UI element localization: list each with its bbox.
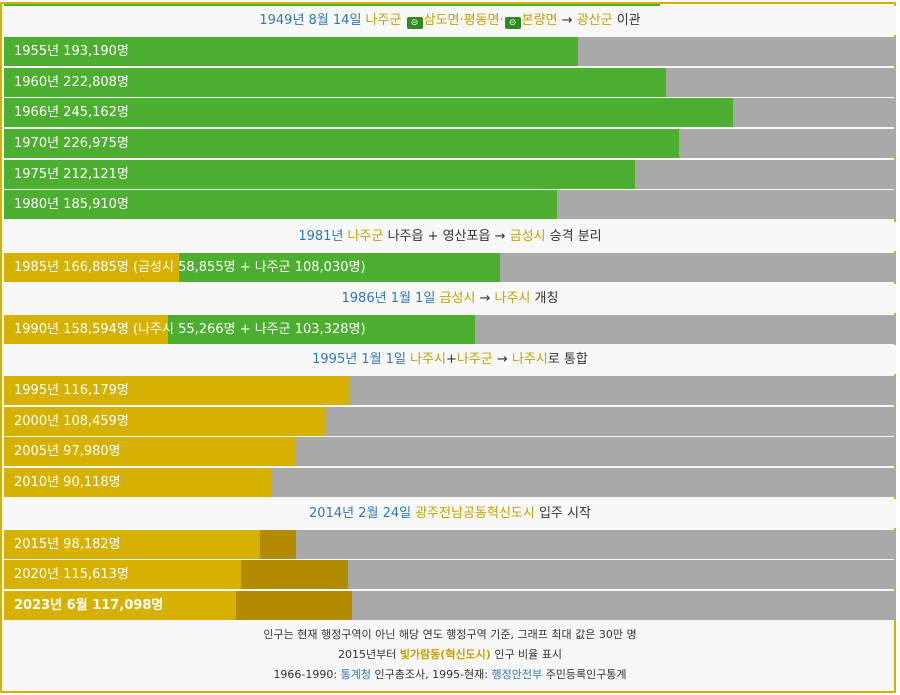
- bar-label-2005: 2005년 97,980명: [14, 444, 121, 459]
- bar-label-2023: 2023년 6월 117,098명: [14, 598, 164, 613]
- bar-row-1966: 1966년 245,162명: [4, 98, 896, 127]
- link-bitgaram-dong[interactable]: 빛가람동(혁신도시): [399, 648, 491, 661]
- link-innovation-city[interactable]: 광주전남공동혁신도시: [415, 506, 535, 521]
- plus: +: [445, 352, 457, 367]
- bar-row-2020: 2020년 115,613명: [4, 560, 896, 589]
- bar-row-2000: 2000년 108,459명: [4, 407, 896, 436]
- bar-segment-1970-1: [4, 129, 679, 158]
- bar-label-2020: 2020년 115,613명: [14, 567, 129, 582]
- link-naju-city[interactable]: 나주시: [511, 352, 548, 367]
- header-text: 로 통합: [547, 352, 588, 367]
- bar-label-1970: 1970년 226,975명: [14, 136, 129, 151]
- arrow: →: [561, 13, 573, 28]
- footer-source: 1966-1990: 통계청 인구총조사, 1995-현재: 행정안전부 주민등…: [4, 665, 896, 685]
- bar-row-1970: 1970년 226,975명: [4, 129, 896, 158]
- bar-segment-1955-1: [4, 37, 578, 66]
- bar-label-1985: 1985년 166,885명 (금성시 58,855명 + 나주군 108,03…: [14, 260, 366, 275]
- bar-label-1980: 1980년 185,910명: [14, 197, 129, 212]
- footer-note: 인구는 현재 행정구역이 아닌 해당 연도 행정구역 기준, 그래프 최대 값은…: [263, 628, 637, 641]
- link-naju-county[interactable]: 나주군: [365, 13, 402, 28]
- header-text: 입주 시작: [538, 506, 591, 521]
- bar-segment-1966-1: [4, 98, 733, 127]
- bar-segment-1960-1: [4, 68, 666, 97]
- bar-segment-1990-1: [4, 315, 168, 344]
- top-stripe: [4, 4, 660, 7]
- bar-row-1995: 1995년 116,179명: [4, 376, 896, 405]
- bar-segment-1995-1: [4, 376, 349, 405]
- bar-label-2000: 2000년 108,459명: [14, 414, 129, 429]
- bar-segment-2005-1: [4, 437, 295, 466]
- footer-note: 2015년부터 빛가람동(혁신도시) 인구 비율 표시: [4, 645, 896, 665]
- bar-segment-1975-1: [4, 160, 635, 189]
- header-text: 승격 분리: [549, 229, 602, 244]
- bar-row-2023: 2023년 6월 117,098명: [4, 591, 896, 620]
- bar-label-2015: 2015년 98,182명: [14, 537, 121, 552]
- bar-label-1960: 1960년 222,808명: [14, 75, 129, 90]
- bar-segment-1985-2: [179, 253, 500, 282]
- footer-text: 2015년부터: [337, 648, 400, 661]
- header-text: 개칭: [534, 291, 559, 306]
- header-1981: 1981년 나주군 나주읍 + 영산포읍 → 금성시 승격 분리: [4, 222, 896, 251]
- district-badge-icon: ⊝: [504, 17, 521, 29]
- bar-row-2005: 2005년 97,980명: [4, 437, 896, 466]
- arrow: →: [494, 229, 506, 244]
- bar-segment-2020-1: [4, 560, 241, 589]
- bar-row-1990: 1990년 158,594명 (나주시 55,266명 + 나주군 103,32…: [4, 315, 896, 344]
- link-date-1995[interactable]: 1995년 1월 1일: [312, 352, 406, 367]
- bar-label-1955: 1955년 193,190명: [14, 44, 129, 59]
- bar-segment-2010-1: [4, 468, 272, 497]
- bar-segment-1980-1: [4, 190, 557, 219]
- link-naju-city[interactable]: 나주시: [410, 352, 446, 367]
- bar-row-1980: 1980년 185,910명: [4, 190, 896, 219]
- bar-row-2015: 2015년 98,182명: [4, 530, 896, 559]
- link-gwangsan-county[interactable]: 광산군: [576, 13, 613, 28]
- link-geumseong-city[interactable]: 금성시: [509, 229, 546, 244]
- link-naju-county[interactable]: 나주군: [347, 229, 384, 244]
- link-date-1986[interactable]: 1986년 1월 1일: [341, 291, 436, 306]
- header-1986: 1986년 1월 1일 금성시 → 나주시 개칭: [4, 284, 896, 313]
- bar-row-1975: 1975년 212,121명: [4, 160, 896, 189]
- link-date-1949[interactable]: 1949년 8월 14일: [259, 13, 362, 28]
- link-year-1981[interactable]: 1981년: [298, 229, 344, 244]
- header-2014: 2014년 2월 24일 광주전남공동혁신도시 입주 시작: [4, 499, 896, 528]
- link-bollyang[interactable]: 본량면: [521, 13, 558, 28]
- header-text: 이관: [616, 13, 641, 28]
- footer-text: 인구 비율 표시: [490, 648, 563, 661]
- link-naju-county[interactable]: 나주군: [456, 352, 493, 367]
- bar-label-1995: 1995년 116,179명: [14, 383, 129, 398]
- link-date-2014[interactable]: 2014년 2월 24일: [309, 506, 412, 521]
- bar-row-1955: 1955년 193,190명: [4, 37, 896, 66]
- bar-row-2010: 2010년 90,118명: [4, 468, 896, 497]
- bar-label-1990: 1990년 158,594명 (나주시 55,266명 + 나주군 103,32…: [14, 322, 366, 337]
- bar-segment-2000-1: [4, 407, 326, 436]
- link-naju-city[interactable]: 나주시: [494, 291, 531, 306]
- chart-footer: 인구는 현재 행정구역이 아닌 해당 연도 행정구역 기준, 그래프 최대 값은…: [4, 625, 896, 685]
- bar-segment-2023-1: [4, 591, 236, 620]
- bar-label-1966: 1966년 245,162명: [14, 105, 129, 120]
- bar-segment-1985-1: [4, 253, 179, 282]
- link-ministry-interior[interactable]: 행정안전부: [491, 668, 543, 681]
- header-1995: 1995년 1월 1일 나주시+나주군 → 나주시로 통합: [4, 345, 896, 374]
- bar-label-2010: 2010년 90,118명: [14, 475, 121, 490]
- bar-row-1960: 1960년 222,808명: [4, 68, 896, 97]
- footer-text: 인구총조사, 1995-현재:: [370, 668, 492, 681]
- arrow: →: [496, 352, 508, 367]
- bar-segment-2015-1: [4, 530, 260, 559]
- bar-segment-2023-2: [236, 591, 352, 620]
- header-text: 나주읍 + 영산포읍: [387, 229, 491, 244]
- district-badge-icon: ⊝: [406, 17, 423, 29]
- bar-segment-2020-2: [241, 560, 348, 589]
- bar-segment-1990-2: [168, 315, 475, 344]
- arrow: →: [479, 291, 491, 306]
- bar-label-1975: 1975년 212,121명: [14, 167, 129, 182]
- footer-text: 주민등록인구통계: [542, 668, 627, 681]
- link-statistics-korea[interactable]: 통계청: [340, 668, 371, 681]
- header-1949: 1949년 8월 14일 나주군 ⊝ 삼도면·평동면· ⊝ 본량면 → 광산군 이관: [4, 6, 896, 35]
- link-geumseong-city[interactable]: 금성시: [439, 291, 476, 306]
- bar-segment-2015-2: [260, 530, 296, 559]
- footer-text: 1966-1990:: [273, 668, 341, 681]
- link-samdo-pyeongdong[interactable]: 삼도면·평동면·: [423, 13, 504, 28]
- bar-row-1985: 1985년 166,885명 (금성시 58,855명 + 나주군 108,03…: [4, 253, 896, 282]
